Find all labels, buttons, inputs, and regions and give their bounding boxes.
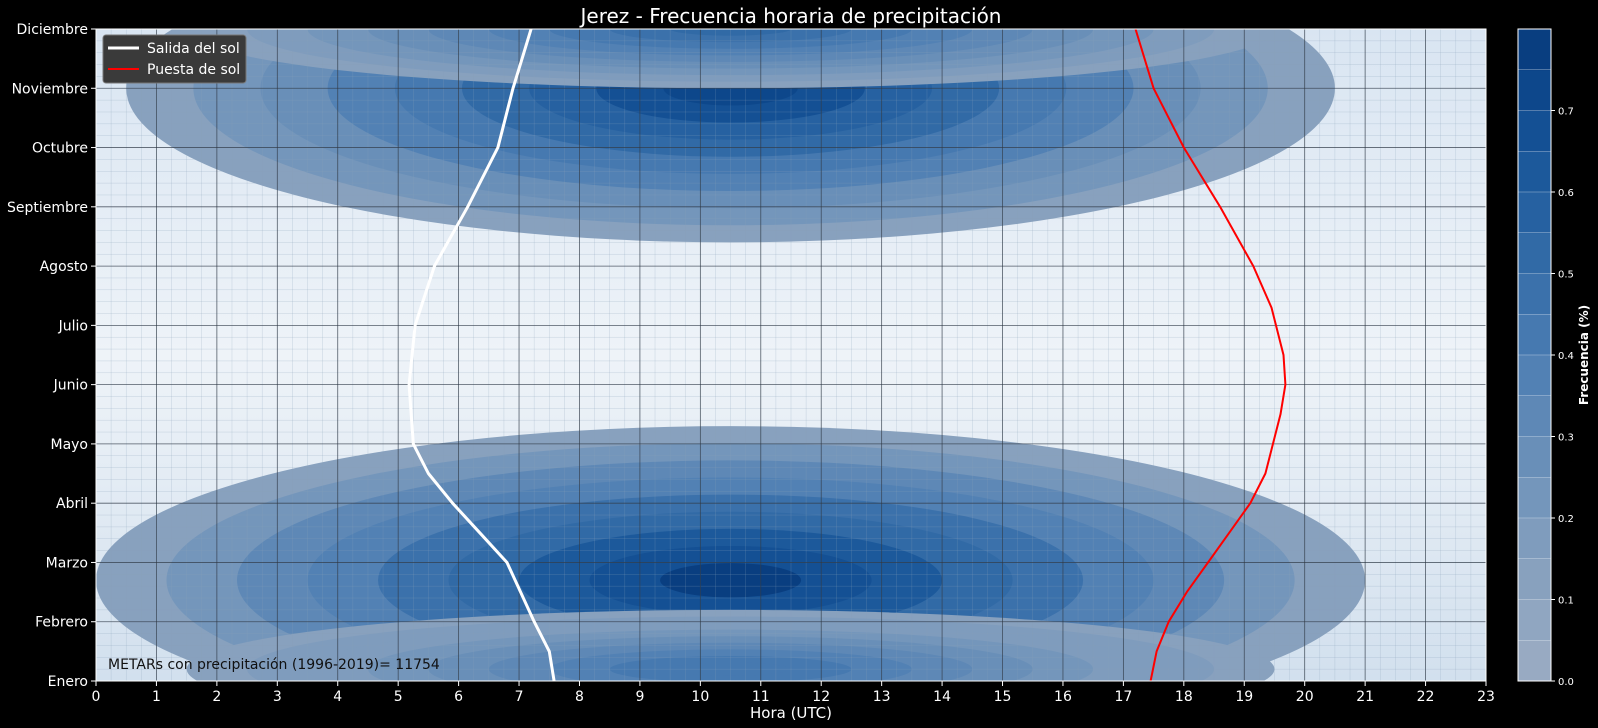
colorbar-level (1518, 558, 1551, 600)
colorbar-level (1518, 395, 1551, 437)
x-tick-label: 11 (752, 689, 770, 705)
legend-label-sunrise: Salida del sol (147, 41, 240, 57)
x-tick-label: 12 (812, 689, 830, 705)
x-tick-label: 9 (635, 689, 644, 705)
x-tick-label: 23 (1477, 689, 1495, 705)
colorbar-label: Frecuencia (%) (1577, 305, 1591, 405)
x-axis-label: Hora (UTC) (750, 704, 832, 722)
y-tick-label: Agosto (40, 259, 88, 275)
colorbar-level (1518, 273, 1551, 315)
colorbar-tick-label: 0.3 (1558, 433, 1574, 444)
y-tick-label: Marzo (46, 555, 88, 571)
x-tick-label: 7 (515, 689, 524, 705)
x-tick-label: 21 (1356, 689, 1374, 705)
colorbar-level (1518, 355, 1551, 397)
sunrise-line (407, 29, 556, 681)
y-tick-label: Octubre (32, 141, 88, 157)
x-tick-label: 4 (333, 689, 342, 705)
y-tick-label: Noviembre (12, 81, 88, 97)
colorbar-tick-label: 0.4 (1558, 351, 1574, 362)
colorbar-ticks: 0.0 0.1 0.2 0.3 0.4 0.5 0.6 0.7 (1551, 107, 1574, 688)
colorbar: 0.0 0.1 0.2 0.3 0.4 0.5 0.6 0.7 Frecuencia (%) (1517, 28, 1591, 688)
y-tick-label: Febrero (35, 615, 88, 631)
plot-frame (95, 28, 1487, 682)
x-tick-label: 16 (1054, 689, 1072, 705)
y-tick-label: Junio (53, 378, 88, 394)
heatmap-area (96, 29, 1486, 681)
x-tick-label: 3 (273, 689, 282, 705)
y-tick-label: Julio (58, 318, 88, 334)
x-tick-label: 8 (575, 689, 584, 705)
sunset-line (1134, 29, 1287, 681)
x-tick-label: 13 (873, 689, 891, 705)
x-tick-label: 17 (1114, 689, 1132, 705)
y-tick-label: Septiembre (7, 200, 88, 216)
colorbar-level (1518, 69, 1551, 111)
x-tick-label: 15 (994, 689, 1012, 705)
x-tick-label: 14 (933, 689, 951, 705)
legend: Salida del sol Puesta de sol (102, 34, 247, 84)
colorbar-tick-label: 0.0 (1558, 677, 1574, 688)
x-tick-label: 2 (212, 689, 221, 705)
annotation-text: METARs con precipitación (1996-2019)= 11… (108, 657, 440, 673)
colorbar-tick-label: 0.1 (1558, 596, 1574, 607)
x-tick-label: 1 (152, 689, 161, 705)
colorbar-level (1518, 599, 1551, 641)
colorbar-levels (1518, 29, 1551, 682)
x-tick-label: 0 (92, 689, 101, 705)
colorbar-level (1518, 518, 1551, 560)
colorbar-level (1518, 640, 1551, 682)
colorbar-tick-label: 0.6 (1558, 188, 1574, 199)
y-tick-label: Enero (48, 674, 88, 690)
colorbar-level (1518, 314, 1551, 356)
colorbar-level (1518, 110, 1551, 152)
x-tick-label: 19 (1235, 689, 1253, 705)
colorbar-level (1518, 477, 1551, 519)
x-tick-label: 20 (1296, 689, 1314, 705)
major-grid (96, 29, 1486, 681)
colorbar-level (1518, 436, 1551, 478)
x-tick-label: 22 (1417, 689, 1435, 705)
colorbar-level (1518, 29, 1551, 71)
x-tick-label: 5 (394, 689, 403, 705)
colorbar-tick-label: 0.5 (1558, 270, 1574, 281)
y-tick-label: Mayo (50, 437, 88, 453)
y-tick-label: Diciembre (17, 22, 88, 38)
y-tick-label: Abril (56, 496, 88, 512)
x-tick-label: 18 (1175, 689, 1193, 705)
colorbar-tick-label: 0.2 (1558, 514, 1574, 525)
y-axis-ticks: Enero Febrero Marzo Abril Mayo Junio Julio Agos… (7, 22, 96, 690)
colorbar-tick-label: 0.7 (1558, 107, 1574, 118)
x-tick-label: 10 (691, 689, 709, 705)
legend-label-sunset: Puesta de sol (147, 62, 240, 78)
sun-lines (407, 29, 1287, 681)
x-tick-label: 6 (454, 689, 463, 705)
colorbar-level (1518, 192, 1551, 234)
colorbar-level (1518, 151, 1551, 193)
chart-title: Jerez - Frecuencia horaria de precipitac… (579, 4, 1002, 28)
x-axis-ticks: 0 1 2 3 4 5 6 7 8 9 10 11 12 13 14 15 16 17 18 19 20 21 22 23 (92, 681, 1495, 705)
colorbar-level (1518, 232, 1551, 274)
